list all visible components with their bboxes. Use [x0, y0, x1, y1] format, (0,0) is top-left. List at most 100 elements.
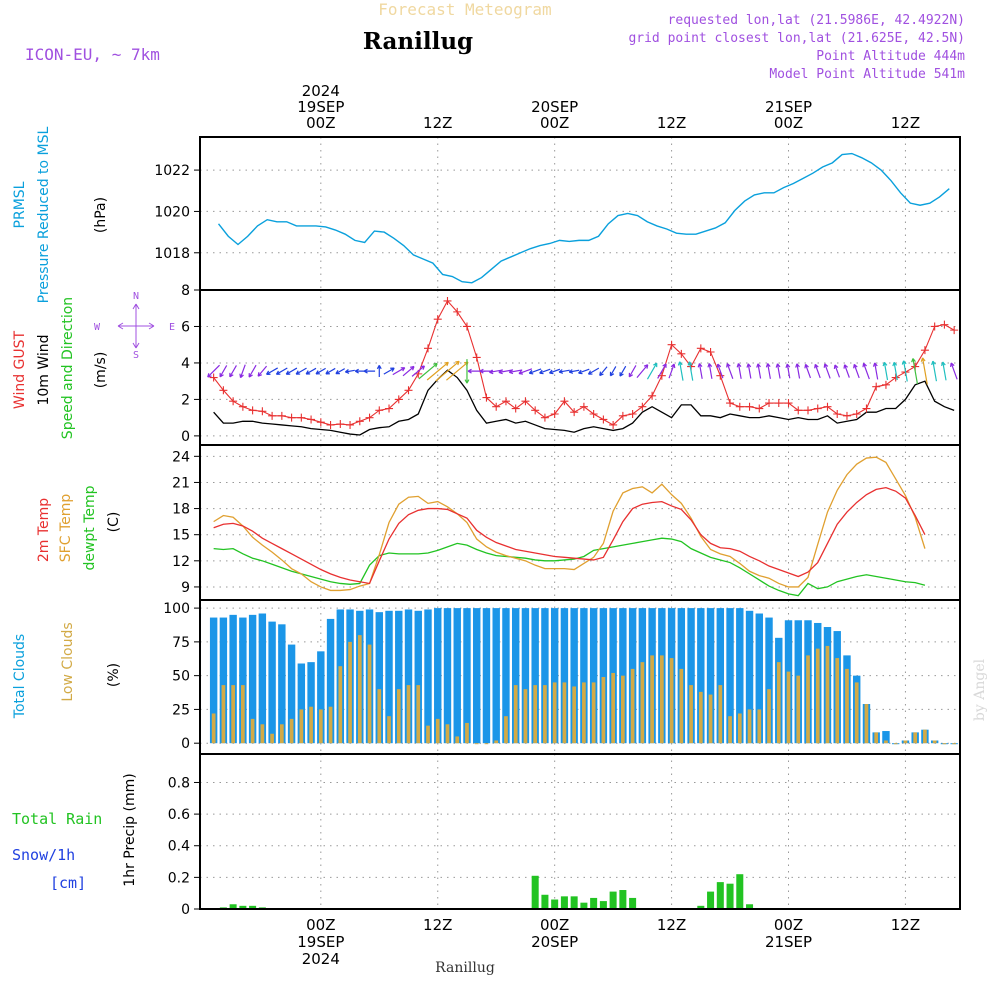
low-cloud-bar	[377, 689, 382, 744]
y-tick-label: 0	[181, 902, 190, 918]
low-cloud-bar	[231, 685, 235, 744]
top-time-label: 21SEP	[765, 98, 812, 116]
precip-ylabel: 1hr Precip (mm)	[122, 773, 138, 886]
wind-direction-arrow	[833, 364, 841, 378]
wind-direction-arrow	[402, 365, 415, 377]
compass-e: E	[169, 322, 175, 333]
low-cloud-bar	[708, 694, 713, 744]
rain-bar	[619, 890, 627, 909]
total-cloud-bar	[297, 663, 306, 744]
y-tick-label: 9	[181, 580, 190, 596]
compass-rose: N S W E	[94, 291, 175, 361]
low-cloud-bar	[815, 648, 820, 744]
gust-point	[940, 320, 949, 329]
wind-direction-arrow	[804, 363, 812, 379]
bottom-time-label: 12Z	[891, 916, 920, 934]
wind-direction-arrow	[677, 361, 684, 381]
y-tick-label: 100	[163, 601, 190, 617]
rain-bar	[599, 901, 607, 909]
gust-point	[765, 399, 774, 408]
total-cloud-bar	[414, 610, 422, 744]
low-cloud-bar	[893, 743, 898, 745]
low-cloud-bar	[932, 740, 937, 744]
gust-point	[375, 406, 384, 415]
wind-direction-arrow	[578, 368, 590, 375]
low-cloud-bar	[689, 685, 693, 744]
total-cloud-bar	[706, 608, 715, 744]
total-cloud-bar	[473, 608, 481, 744]
gust-point	[891, 373, 900, 382]
low-cloud-bar	[737, 713, 742, 744]
wind10-label: 10m Wind	[36, 334, 52, 405]
gust-point	[920, 346, 929, 355]
low-cloud-bar	[825, 645, 830, 744]
wind-direction-arrow	[518, 368, 533, 375]
wind-direction-arrow	[528, 368, 542, 375]
wind-direction-arrow	[464, 359, 470, 384]
speed-direction-label: Speed and Direction	[60, 297, 76, 439]
total-cloud-bar	[521, 608, 530, 744]
low-cloud-bar	[659, 655, 664, 744]
wind-direction-arrow	[911, 358, 919, 384]
gust-point	[842, 411, 851, 420]
wind-direction-arrow	[940, 361, 947, 381]
wind-direction-arrow	[207, 364, 221, 378]
rain-label: Total Rain	[12, 810, 102, 828]
low-cloud-bar	[630, 668, 635, 744]
gust-point	[492, 402, 501, 411]
gust-point	[726, 399, 735, 408]
chart-title: Ranillug	[363, 28, 473, 55]
rain-bar	[580, 902, 588, 909]
rain-bar	[590, 897, 598, 909]
gust-point	[258, 407, 267, 416]
total-cloud-bar	[580, 608, 588, 744]
gust-point	[755, 404, 764, 413]
gust-point	[862, 404, 871, 413]
wind-direction-arrow	[872, 362, 879, 380]
gust-point	[307, 415, 316, 424]
low-cloud-bar	[533, 685, 538, 744]
top-time-label: 19SEP	[297, 98, 344, 116]
bottom-time-label: 00Z	[774, 916, 803, 934]
wind-direction-arrow	[949, 362, 958, 380]
total-cloud-bar	[287, 644, 296, 744]
low-cloud-bar	[309, 706, 313, 744]
gust-point	[706, 348, 715, 356]
gust-point	[365, 413, 374, 422]
total-cloud-bar	[248, 614, 257, 744]
rain-bar	[746, 904, 754, 909]
low-cloud-bar	[396, 689, 401, 744]
bottom-time-label: 19SEP	[297, 933, 344, 951]
clouds-unit: (%)	[106, 663, 122, 687]
cloud-labels: Total Clouds Low Clouds (%)	[12, 622, 122, 719]
bottom-time-label: 20SEP	[531, 933, 578, 951]
total-cloud-bar	[726, 608, 734, 744]
low-cloud-bar	[864, 704, 869, 744]
low-cloud-bar	[718, 685, 723, 744]
model-altitude: Model Point Altitude 541m	[769, 67, 965, 82]
wind-direction-arrow	[707, 363, 713, 379]
wind-direction-arrow	[646, 362, 658, 380]
low-cloud-bar	[543, 685, 547, 744]
wind-direction-arrow	[558, 369, 570, 374]
gust-point	[550, 410, 559, 418]
gust-point	[540, 413, 549, 422]
wind-direction-arrow	[426, 361, 449, 381]
total-cloud-bar	[278, 624, 286, 744]
gust-point	[385, 404, 394, 413]
wind10-series-line	[213, 369, 955, 436]
top-time-label: 2024	[302, 82, 340, 100]
panel-pressure: 1018 1020 1022	[154, 137, 960, 290]
sfc-series-line	[213, 456, 926, 592]
gust-point	[277, 411, 286, 420]
wind-direction-arrow	[814, 363, 821, 379]
gust-point	[667, 340, 676, 349]
low-cloud-bar	[455, 736, 460, 744]
gust-point	[950, 326, 959, 335]
low-cloud-bar	[776, 662, 781, 744]
wind-direction-arrow	[609, 366, 617, 377]
panel-frame	[199, 136, 961, 291]
low-cloud-bar	[562, 682, 567, 744]
